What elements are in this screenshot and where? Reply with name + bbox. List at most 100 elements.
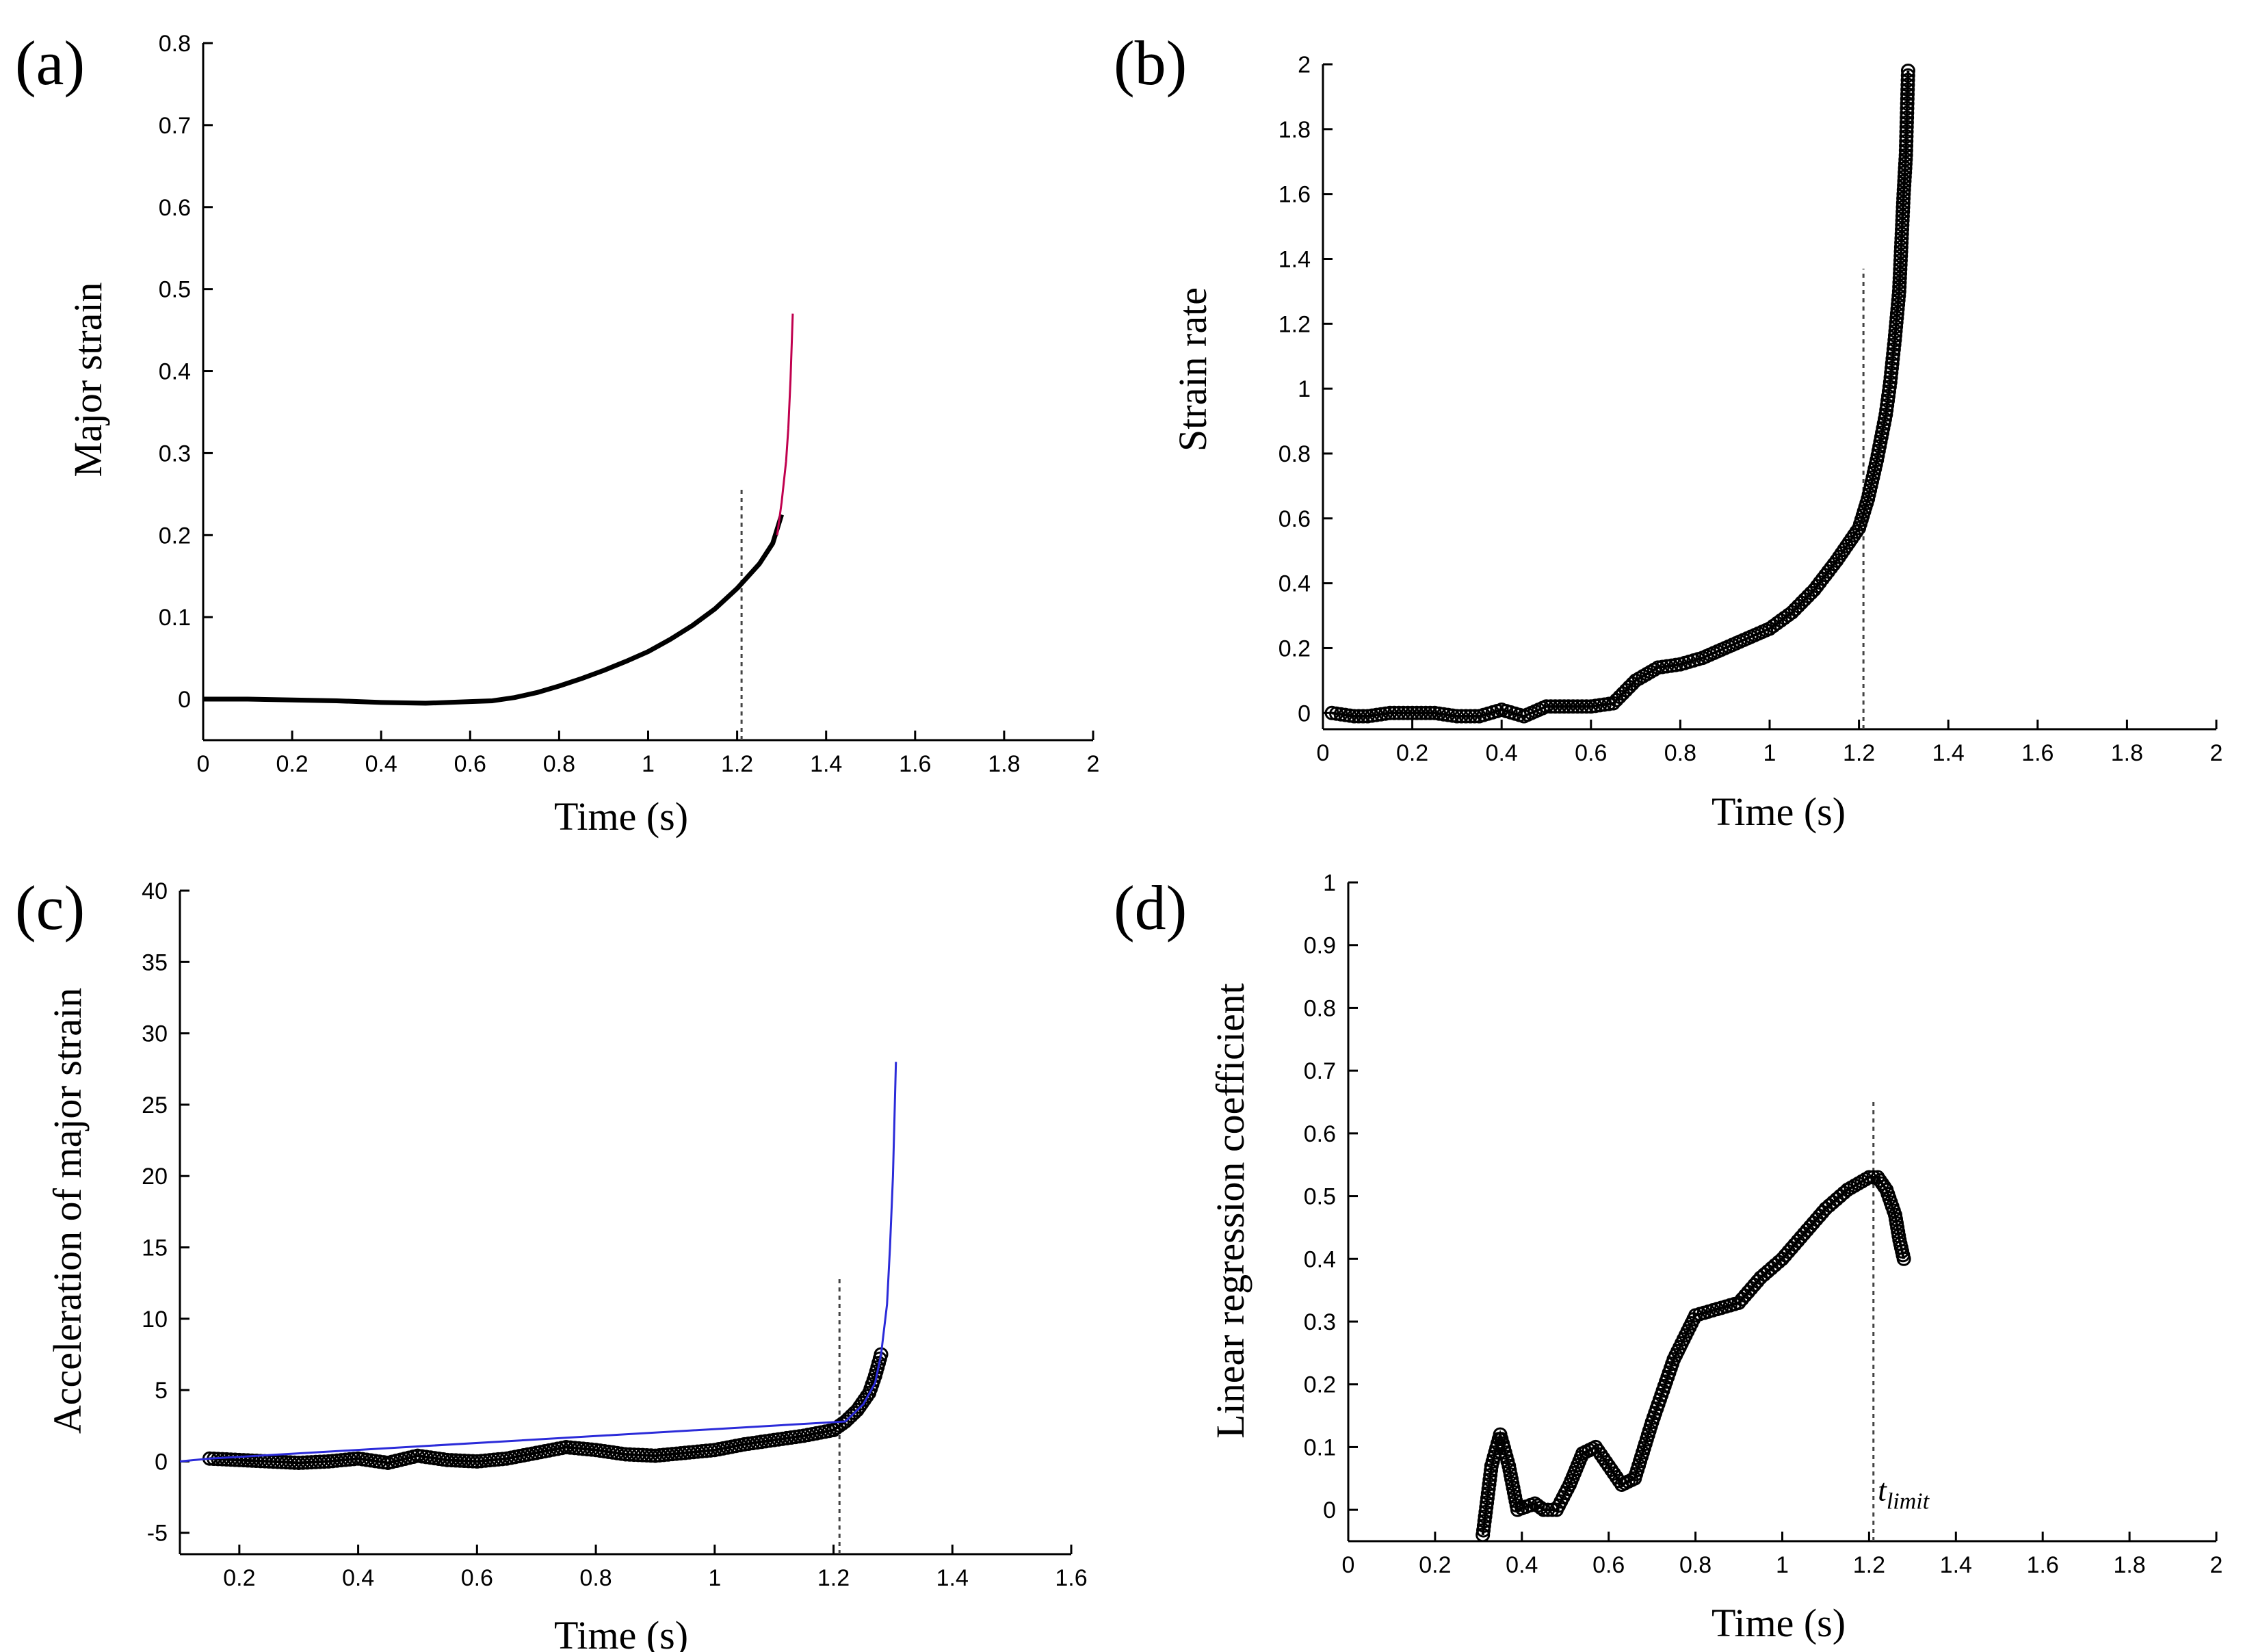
data-point (1890, 302, 1905, 317)
x-tick-label: 0.2 (223, 1565, 255, 1591)
data-point (1409, 705, 1424, 720)
data-point (1900, 101, 1915, 116)
data-point (1887, 332, 1902, 348)
data-point (1423, 705, 1438, 720)
data-point (1539, 699, 1553, 714)
data-point (1880, 393, 1896, 408)
data-point (1552, 699, 1567, 714)
y-tick-label: 0.4 (1278, 571, 1311, 597)
x-tick-label: 0.6 (461, 1565, 493, 1591)
data-point (1896, 1251, 1911, 1266)
data-point (1414, 705, 1429, 720)
data-point (1883, 370, 1898, 385)
y-tick-label: 0.4 (159, 359, 191, 385)
y-tick-label: 0.3 (1304, 1309, 1336, 1335)
data-point (1898, 143, 1913, 158)
data-point (1543, 699, 1558, 714)
data-point (1475, 1528, 1491, 1543)
data-point (1579, 699, 1594, 714)
y-tick-label: 0.1 (159, 605, 191, 631)
x-tick-label: 0.6 (454, 751, 486, 777)
data-point (1885, 356, 1900, 371)
data-point (1888, 324, 1903, 339)
data-point (1900, 63, 1915, 78)
y-tick-label: 20 (142, 1164, 168, 1190)
x-tick-label: 0.8 (1679, 1552, 1711, 1578)
data-point (1356, 709, 1371, 724)
data-point (1891, 293, 1906, 308)
y-tick-label: 0.6 (1278, 506, 1311, 532)
x-tick-label: 1.2 (817, 1565, 850, 1591)
x-tick-label: 2 (1087, 751, 1100, 777)
y-axis-title: Linear regression coefficient (1208, 983, 1252, 1439)
data-point (1478, 1509, 1493, 1524)
data-point (1889, 306, 1904, 321)
y-tick-label: 0.5 (1304, 1184, 1336, 1210)
y-tick-label: 30 (142, 1021, 168, 1047)
data-point (1476, 1518, 1491, 1533)
data-point (1482, 1472, 1497, 1487)
data-point (1566, 699, 1581, 714)
data-point (1484, 1463, 1499, 1478)
x-tick-label: 1.2 (721, 751, 753, 777)
data-point (1889, 319, 1904, 335)
series-line-extrapolated (776, 313, 794, 536)
y-tick-label: 40 (142, 878, 168, 904)
data-point (1900, 82, 1915, 97)
y-tick-label: 0 (1298, 700, 1311, 726)
y-tick-label: 0.6 (159, 195, 191, 221)
x-tick-label: 1.6 (2027, 1552, 2059, 1578)
data-point (1898, 156, 1913, 171)
y-tick-label: 0.2 (1278, 635, 1311, 661)
data-point (1351, 709, 1366, 724)
data-point (1881, 389, 1896, 404)
x-tick-label: 1 (1776, 1552, 1789, 1578)
data-point (1400, 705, 1415, 720)
data-point (859, 1389, 874, 1404)
panel-label: (b) (1114, 28, 1187, 98)
data-point (1477, 1514, 1492, 1529)
y-tick-label: 10 (142, 1307, 168, 1333)
panel-label: (c) (15, 873, 85, 943)
x-tick-label: 1.4 (936, 1565, 969, 1591)
y-tick-label: 0.7 (1304, 1058, 1336, 1084)
x-tick-label: 0.2 (1419, 1552, 1451, 1578)
y-tick-label: -5 (147, 1521, 168, 1547)
panel-b: (b) 0 0.2 0.4 0.6 0.8 1 1.2 1.4 1.6 1.8 2 0 0.2 0.4 0.6… (1114, 28, 2222, 834)
data-point (1881, 384, 1896, 399)
y-tick-label: 0.8 (159, 31, 191, 57)
y-tick-label: 0.8 (1278, 441, 1311, 467)
panel-c: (c) 0.2 0.4 0.6 0.8 1 1.2 1.4 1.6 -5 0 5 10 15 20 25 30 3… (15, 873, 1088, 1652)
data-point (1889, 311, 1904, 326)
x-tick-label: 0.4 (365, 751, 397, 777)
x-tick-label: 0.4 (1506, 1552, 1538, 1578)
data-point (1891, 297, 1906, 312)
data-point (1347, 709, 1362, 724)
series-line-0 (1331, 70, 1910, 718)
y-tick-label: 1.6 (1278, 182, 1311, 208)
series-line-0 (1481, 1176, 1906, 1536)
data-point (1898, 152, 1913, 167)
data-point (1880, 398, 1895, 413)
x-tick-label: 0.6 (1592, 1552, 1625, 1578)
data-point (1900, 73, 1915, 88)
data-point (1479, 1499, 1494, 1515)
x-tick-label: 0.6 (1575, 740, 1607, 766)
x-tick-label: 0 (1342, 1552, 1355, 1578)
x-tick-label: 0.2 (276, 751, 308, 777)
y-tick-label: 0 (1323, 1497, 1336, 1523)
data-point (1884, 365, 1899, 380)
y-tick-label: 0.7 (159, 113, 191, 139)
data-point (1887, 328, 1902, 343)
data-point (1899, 120, 1914, 135)
y-tick-label: 0.9 (1304, 933, 1336, 959)
y-tick-label: 0.8 (1304, 995, 1336, 1021)
x-tick-label: 0.8 (579, 1565, 612, 1591)
x-tick-label: 2 (2210, 740, 2223, 766)
x-tick-label: 1.2 (1853, 1552, 1885, 1578)
data-point (1454, 709, 1469, 724)
x-axis-title: Time (s) (1711, 789, 1846, 834)
data-point (1480, 1491, 1495, 1506)
data-point (1900, 96, 1915, 111)
data-point (1899, 115, 1914, 130)
